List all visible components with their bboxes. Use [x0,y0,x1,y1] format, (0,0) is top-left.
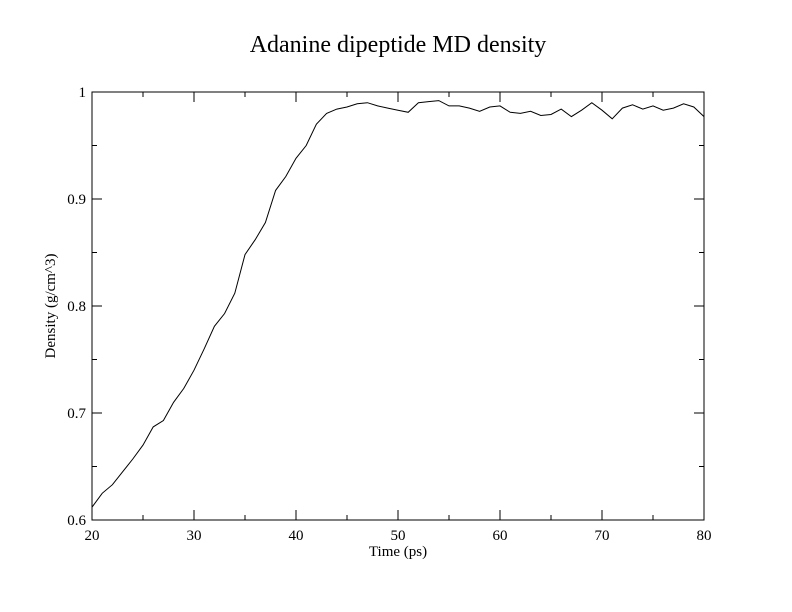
series-line-density [91,100,705,508]
axis-tick-labels: 20 30 40 50 60 70 80 0.6 0.7 0.8 0.9 1 [67,85,711,544]
chart-title: Adanine dipeptide MD density [250,32,547,58]
y-tick-label: 0.8 [67,299,86,315]
plot-frame [91,91,705,521]
x-tick-label: 80 [697,528,712,544]
y-tick-label: 0.6 [67,513,86,529]
x-tick-label: 30 [187,528,202,544]
axis-ticks [91,91,705,521]
x-tick-label: 40 [289,528,304,544]
y-tick-label: 0.9 [67,192,86,208]
y-tick-label: 1 [79,85,87,101]
x-tick-label: 50 [391,528,406,544]
x-tick-label: 20 [85,528,100,544]
x-tick-label: 60 [493,528,508,544]
x-tick-label: 70 [595,528,610,544]
x-axis-label: Time (ps) [369,544,427,560]
y-axis-label: Density (g/cm^3) [43,254,59,359]
y-tick-label: 0.7 [67,406,86,422]
